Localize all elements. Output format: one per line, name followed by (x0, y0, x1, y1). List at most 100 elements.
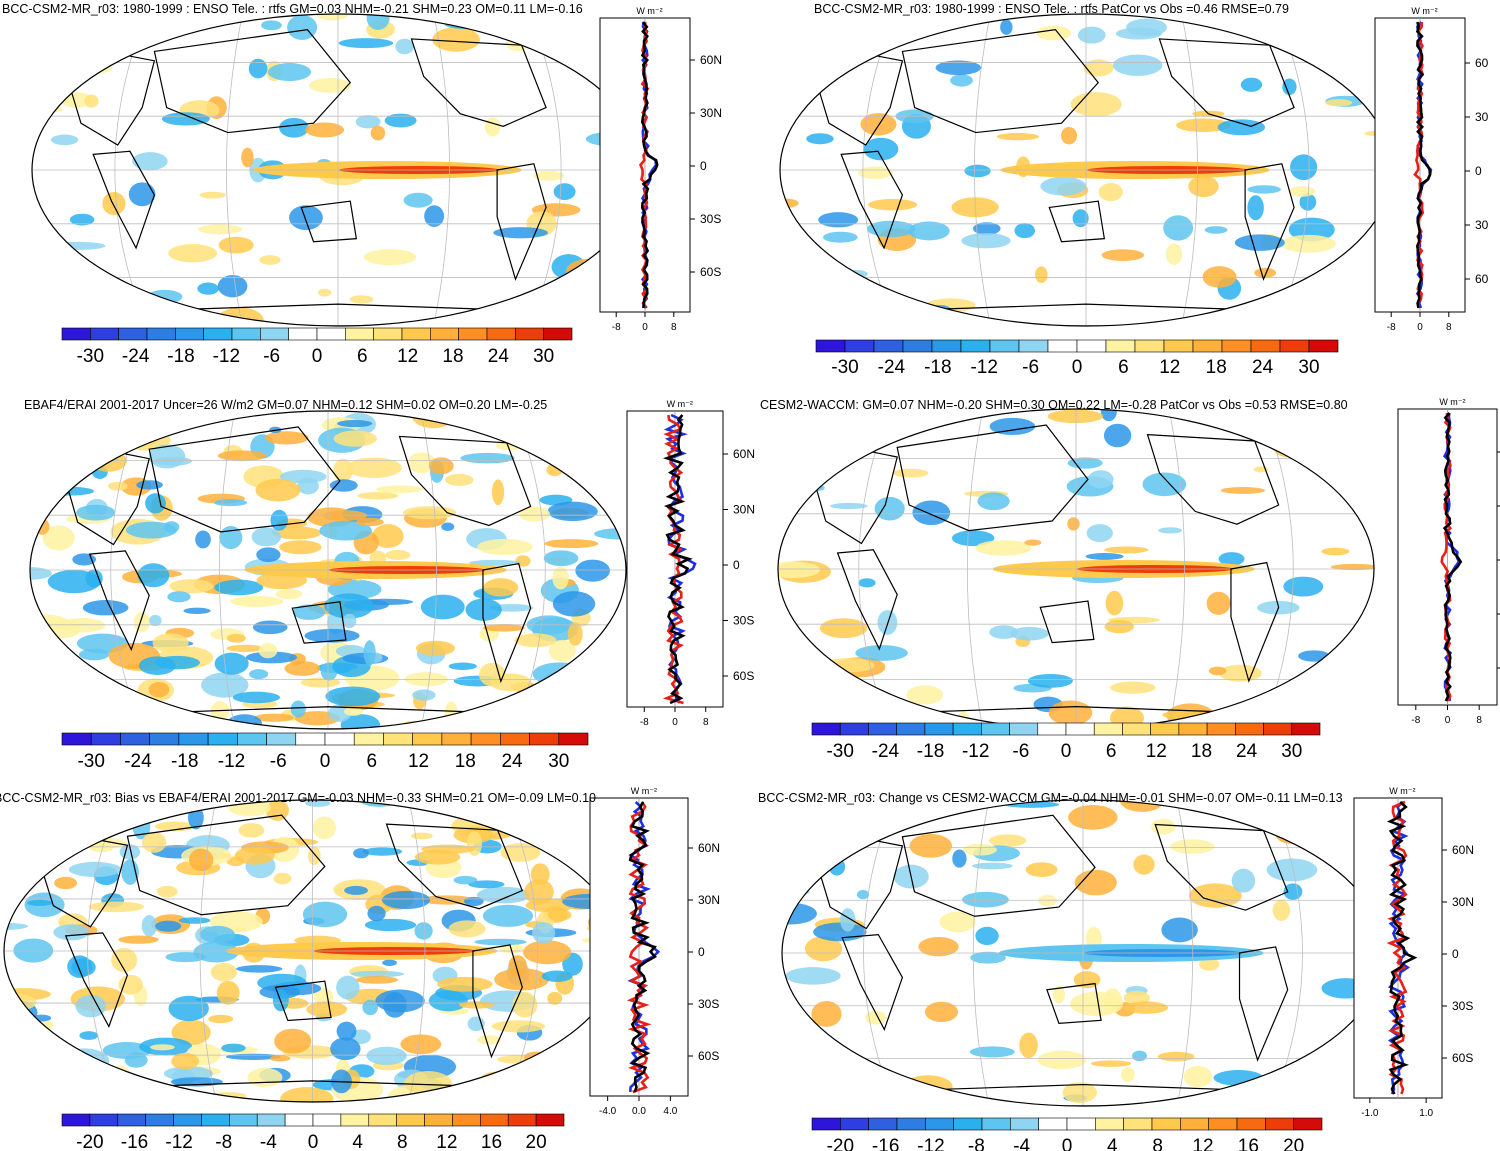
anomaly-patch (104, 691, 141, 714)
anomaly-patch (256, 547, 281, 563)
anomaly-patch (89, 450, 128, 472)
anomaly-patch (349, 295, 374, 304)
units-label: W m⁻² (1389, 786, 1415, 796)
anomaly-patch (855, 645, 908, 661)
anomaly-patch (317, 288, 332, 297)
colorbar-swatch (839, 722, 869, 736)
lat-tick-label: 30S (698, 997, 719, 1011)
colorbar-swatch (815, 339, 846, 353)
colorbar-tick-label: 18 (1191, 741, 1212, 762)
coastline (841, 934, 904, 1032)
anomaly-patch (251, 527, 282, 547)
anomaly-patch (336, 975, 360, 1000)
anomaly-patch (370, 125, 386, 141)
anomaly-patch (1290, 154, 1318, 181)
profile-diff-line (1415, 21, 1432, 309)
lat-tick-label: 30 (1475, 110, 1489, 124)
anomaly-patch (372, 524, 404, 548)
anomaly-patch (1273, 438, 1313, 458)
colorbar-tick-label: -12 (218, 751, 245, 772)
lat-tick-label: 30N (1452, 895, 1474, 909)
anomaly-patch (523, 940, 572, 965)
anomaly-patch (547, 991, 563, 1005)
colorbar-swatch (1180, 1117, 1209, 1131)
map-border (29, 410, 627, 730)
anomaly-patch (221, 1043, 246, 1053)
anomaly-patch (261, 20, 282, 31)
anomaly-patch (1105, 590, 1124, 616)
colorbar-swatch (1010, 1117, 1039, 1131)
anomaly-patch (300, 677, 341, 688)
anomaly-patch (363, 249, 417, 266)
colorbar-swatch (90, 732, 121, 746)
anomaly-patch (111, 433, 148, 446)
colorbar-swatch (373, 327, 403, 341)
anomaly-patch (1204, 226, 1228, 234)
colorbar: -20 -16 -12 -8 -4 0 4 8 12 16 20 (61, 1113, 565, 1151)
colorbar-tick-label: -4 (1013, 1136, 1030, 1151)
anomaly-patch (466, 831, 483, 856)
anomaly-patch (72, 553, 97, 566)
anomaly-patch (484, 412, 540, 420)
anomaly-patch (432, 27, 480, 52)
anomaly-patch (149, 614, 162, 627)
lat-tick-label: 30S (733, 614, 754, 628)
anomaly-patch (780, 272, 805, 283)
colorbar-swatch (480, 1113, 509, 1127)
anomaly-patch (465, 598, 502, 621)
lat-tick-label: 60S (700, 265, 721, 279)
anomaly-patch (284, 661, 321, 676)
colorbar-tick-label: 0 (1061, 741, 1072, 762)
anomaly-patch (241, 147, 254, 168)
colorbar-swatch (1047, 339, 1078, 353)
colorbar-tick-label: 30 (548, 751, 569, 772)
anomaly-patch (37, 718, 71, 728)
colorbar-swatch (1076, 339, 1107, 353)
anomaly-patch (782, 902, 817, 925)
coastline (88, 550, 150, 652)
colorbar-swatch (368, 1113, 397, 1127)
colorbar-swatch (543, 327, 573, 341)
colorbar: -30 -24 -18 -12 -6 0 6 12 18 24 30 (61, 732, 589, 772)
anomaly-patch (150, 704, 181, 715)
anomaly-patch (183, 607, 211, 615)
colorbar-swatch (535, 1113, 565, 1127)
anomaly-patch (324, 593, 374, 619)
panel-graphic: W m⁻²60N30N030S60S-808-30-24-18-12-60612… (777, 397, 1500, 762)
anomaly-patch (50, 241, 106, 250)
anomaly-patch (1150, 818, 1176, 835)
anomaly-patch (445, 473, 474, 486)
anomaly-patch (254, 713, 295, 722)
coastline (1039, 600, 1095, 644)
colorbar-swatch (61, 327, 91, 341)
anomaly-patch (1218, 664, 1262, 682)
anomaly-patch (30, 643, 50, 654)
colorbar-tick-label: 4 (352, 1132, 363, 1151)
anomaly-patch (924, 1001, 959, 1023)
anomaly-patch (972, 222, 1001, 235)
panel-title: BCC-CSM2-MR_r03: 1980-1999 : ENSO Tele. … (814, 2, 1289, 16)
anomaly-patch (514, 633, 557, 648)
colorbar-tick-label: -4 (260, 1132, 277, 1151)
x-tick-label: 8 (1476, 715, 1482, 726)
anomaly-patch (564, 1073, 581, 1092)
anomaly-patch (811, 1000, 842, 1027)
colorbar: -30 -24 -18 -12 -6 0 6 12 18 24 30 (815, 339, 1339, 378)
anomaly-patch (32, 99, 56, 117)
lat-tick-label: 60N (698, 841, 720, 855)
anomaly-patch (500, 843, 541, 862)
anomaly-patch (102, 191, 126, 216)
anomaly-patch (132, 152, 168, 171)
anomaly-patch (217, 275, 248, 298)
lat-tick-label: 60 (1475, 56, 1489, 70)
units-label: W m⁻² (631, 786, 657, 796)
anomaly-patch (1220, 486, 1266, 494)
coastline (1048, 200, 1106, 243)
panel-title: CESM2-WACCM: GM=0.07 NHM=-0.20 SHM=0.30 … (760, 398, 1348, 412)
anomaly-patch (790, 305, 829, 315)
anomaly-patch (287, 14, 318, 40)
anomaly-patch (201, 672, 249, 698)
colorbar-tick-label: -6 (270, 751, 287, 772)
anomaly-patch (1199, 957, 1220, 971)
